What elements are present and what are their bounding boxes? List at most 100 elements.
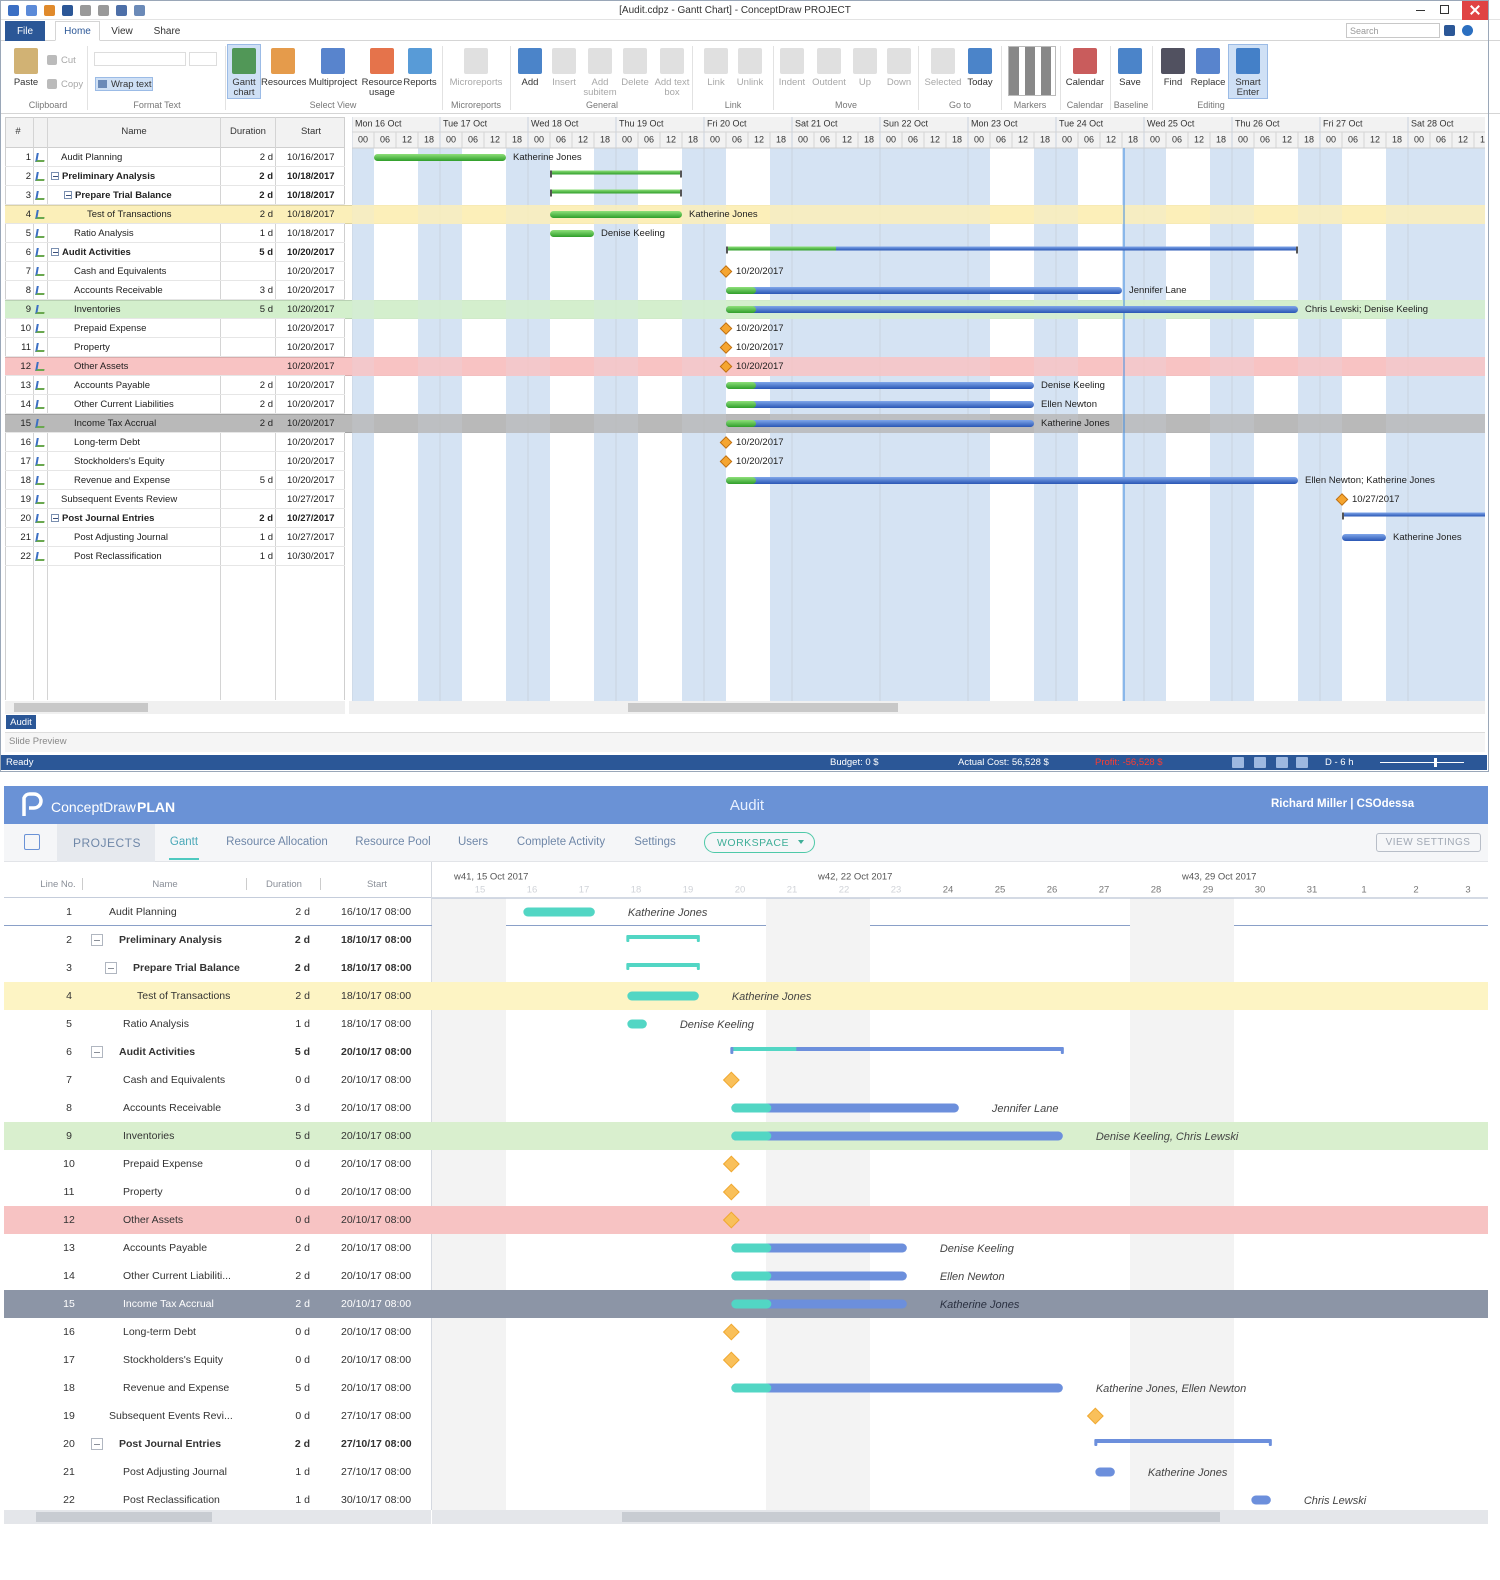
task-name[interactable]: Long-term Debt xyxy=(74,437,141,448)
nav-tab[interactable]: Settings xyxy=(634,836,676,848)
ribbon-button-label[interactable]: Add subitem xyxy=(583,77,617,98)
quick-access-button[interactable] xyxy=(98,5,109,16)
status-view-icon[interactable] xyxy=(1254,757,1266,768)
ribbon-button-label[interactable]: Save xyxy=(1119,77,1141,88)
collapse-toggle[interactable] xyxy=(91,1438,103,1450)
task-name[interactable]: Post Reclassification xyxy=(123,1494,220,1506)
task-name[interactable]: Preliminary Analysis xyxy=(119,934,222,946)
ribbon-button-label[interactable]: Indent xyxy=(778,77,806,88)
column-header[interactable]: Line No. xyxy=(40,879,76,890)
task-name[interactable]: Post Adjusting Journal xyxy=(123,1466,227,1478)
ribbon-button-icon[interactable] xyxy=(853,48,877,74)
ribbon-button-label[interactable]: Down xyxy=(886,77,912,88)
task-name[interactable]: Prepare Trial Balance xyxy=(75,190,172,201)
task-name[interactable]: Audit Activities xyxy=(119,1046,196,1058)
quick-access-button[interactable] xyxy=(8,5,19,16)
workspace-button[interactable] xyxy=(704,832,815,853)
nav-tab[interactable]: Resource Allocation xyxy=(226,836,328,848)
task-name[interactable]: Cash and Equivalents xyxy=(123,1074,226,1086)
collapse-toggle[interactable] xyxy=(91,1046,103,1058)
ribbon-button-icon[interactable] xyxy=(1161,48,1185,74)
ribbon-button-label[interactable]: Reports xyxy=(403,77,437,88)
ribbon-button-icon[interactable] xyxy=(817,48,841,74)
ribbon-button-icon[interactable] xyxy=(1073,48,1097,74)
sheet-tab-label[interactable]: Audit xyxy=(10,717,32,728)
workspace-label[interactable]: WORKSPACE xyxy=(717,837,789,849)
task-name[interactable]: Accounts Receivable xyxy=(74,285,163,296)
menu-tab-label[interactable]: Share xyxy=(153,26,181,37)
ribbon-button-icon[interactable] xyxy=(780,48,804,74)
column-header[interactable]: Name xyxy=(121,126,147,137)
quick-access-button[interactable] xyxy=(80,5,91,16)
ribbon-button-label[interactable]: Gantt chart xyxy=(232,77,256,98)
task-name[interactable]: Prepaid Expense xyxy=(123,1158,203,1170)
task-name[interactable]: Revenue and Expense xyxy=(123,1382,230,1394)
nav-tab[interactable]: Complete Activity xyxy=(516,836,606,848)
task-name[interactable]: Test of Transactions xyxy=(137,990,231,1002)
ribbon-button-icon[interactable] xyxy=(464,48,488,74)
task-name[interactable]: Test of Transactions xyxy=(87,209,172,220)
column-header[interactable]: Name xyxy=(152,879,178,890)
task-name[interactable]: Revenue and Expense xyxy=(74,475,171,486)
ribbon-button-icon[interactable] xyxy=(931,48,955,74)
ribbon-button-label[interactable]: Find xyxy=(1163,77,1183,88)
collapse-toggle[interactable] xyxy=(91,934,103,946)
scrollbar-thumb[interactable] xyxy=(622,1512,1220,1522)
ribbon-button-label[interactable]: Multiproject xyxy=(308,77,358,88)
ribbon-button-icon[interactable] xyxy=(623,48,647,74)
ribbon-button-icon[interactable] xyxy=(232,48,256,74)
ribbon-button-icon[interactable] xyxy=(14,48,38,74)
task-name[interactable]: Audit Planning xyxy=(61,152,123,163)
ribbon-button-label[interactable]: Replace xyxy=(1190,77,1226,88)
ribbon-button-label[interactable]: Today xyxy=(967,77,993,88)
search-box[interactable] xyxy=(1346,23,1440,38)
ribbon-button-label[interactable]: Unlink xyxy=(736,77,764,88)
menu-tab-label[interactable]: File xyxy=(16,26,34,37)
ribbon-button-label[interactable]: Resource usage xyxy=(361,77,403,98)
task-name[interactable]: Inventories xyxy=(123,1130,175,1142)
nav-tab[interactable]: Resource Pool xyxy=(355,836,431,848)
quick-access-button[interactable] xyxy=(44,5,55,16)
menu-tab-label[interactable]: View xyxy=(111,26,133,37)
column-header[interactable]: Start xyxy=(366,879,388,890)
status-view-icon[interactable] xyxy=(1232,757,1244,768)
ribbon-button-label[interactable]: Add xyxy=(521,77,539,88)
task-name[interactable]: Income Tax Accrual xyxy=(123,1298,214,1310)
ribbon-button-label[interactable]: Outdent xyxy=(812,77,846,88)
task-name[interactable]: Ratio Analysis xyxy=(123,1018,189,1030)
column-header[interactable]: # xyxy=(15,126,21,137)
column-header[interactable]: Duration xyxy=(230,126,266,137)
ribbon-button-icon[interactable] xyxy=(968,48,992,74)
task-name[interactable]: Accounts Payable xyxy=(123,1242,208,1254)
task-name[interactable]: Post Journal Entries xyxy=(62,513,155,524)
ribbon-button-label[interactable]: Insert xyxy=(552,77,576,88)
ribbon-button-label[interactable]: Delete xyxy=(621,77,649,88)
task-name[interactable]: Accounts Payable xyxy=(74,380,151,391)
ribbon-button-label[interactable]: Resources xyxy=(261,77,307,88)
nav-tab[interactable]: Users xyxy=(457,836,489,848)
column-header[interactable]: Start xyxy=(300,126,322,137)
task-name[interactable]: Prepaid Expense xyxy=(74,323,147,334)
ribbon-button-label[interactable]: Cut xyxy=(61,55,76,66)
status-view-icon[interactable] xyxy=(1276,757,1288,768)
ribbon-button-icon[interactable] xyxy=(518,48,542,74)
task-name[interactable]: Audit Activities xyxy=(62,247,131,258)
task-name[interactable]: Post Journal Entries xyxy=(119,1438,222,1450)
ribbon-button-icon[interactable] xyxy=(887,48,911,74)
task-name[interactable]: Prepare Trial Balance xyxy=(133,962,240,974)
task-name[interactable]: Subsequent Events Revi... xyxy=(109,1410,233,1422)
task-name[interactable]: Audit Planning xyxy=(109,906,177,918)
task-name[interactable]: Property xyxy=(123,1186,163,1198)
ribbon-button-icon[interactable] xyxy=(588,48,612,74)
ribbon-button-icon[interactable] xyxy=(1118,48,1142,74)
zoom-slider-thumb[interactable] xyxy=(1434,758,1437,767)
ribbon-button-label[interactable]: Add text box xyxy=(654,77,690,98)
task-name[interactable]: Accounts Receivable xyxy=(123,1102,222,1114)
menu-tab[interactable] xyxy=(5,21,45,41)
collapse-toggle[interactable] xyxy=(51,248,59,256)
task-name[interactable]: Property xyxy=(74,342,110,353)
status-view-icon[interactable] xyxy=(1296,757,1308,768)
menu-tab-label[interactable]: Home xyxy=(64,26,91,37)
scrollbar-thumb[interactable] xyxy=(628,703,898,712)
collapse-toggle[interactable] xyxy=(51,172,59,180)
